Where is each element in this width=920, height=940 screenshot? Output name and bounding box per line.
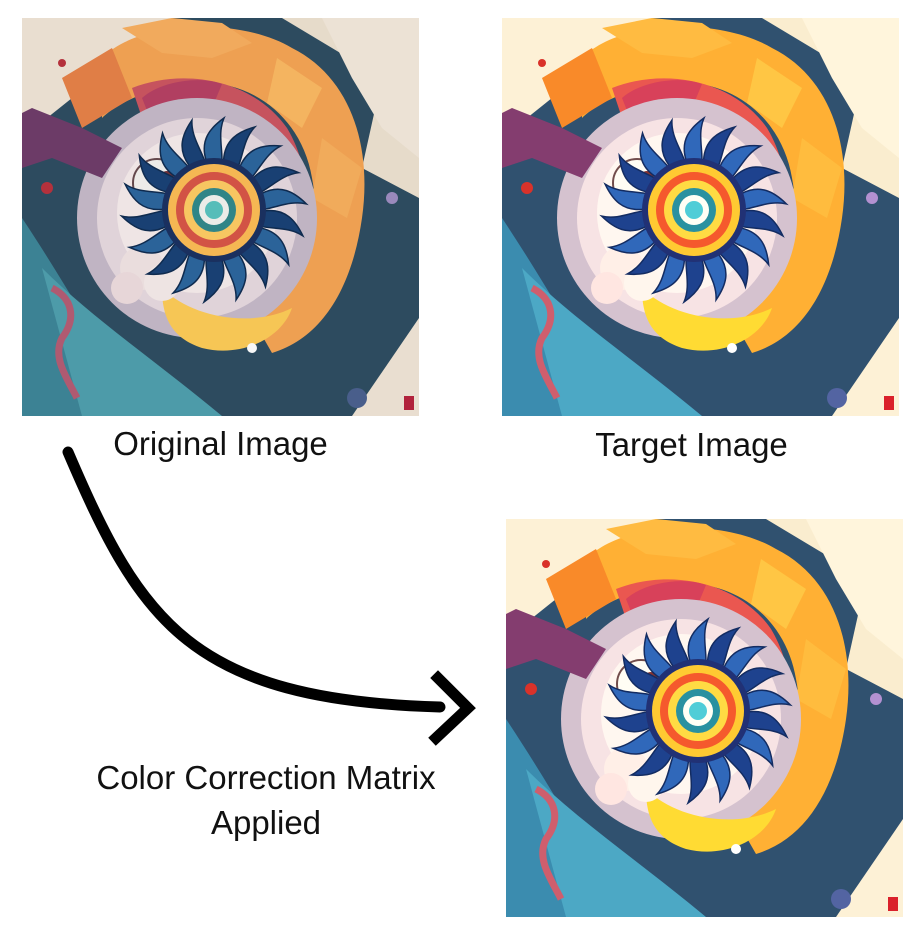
ccm-caption-line2: Applied bbox=[210, 804, 322, 841]
illustration-art bbox=[22, 18, 419, 416]
illustration-art bbox=[502, 18, 899, 416]
original-image-caption: Original Image bbox=[113, 425, 328, 462]
target-image bbox=[502, 18, 899, 416]
ccm-caption-line1: Color Correction Matrix bbox=[96, 759, 436, 796]
original-image bbox=[22, 18, 419, 416]
target-image-caption: Target Image bbox=[595, 426, 788, 463]
corrected-image bbox=[506, 519, 903, 917]
arrow-head bbox=[428, 670, 476, 746]
ccm-caption: Color Correction Matrix Applied bbox=[40, 755, 492, 845]
arrow-shaft bbox=[62, 446, 446, 713]
illustration-art bbox=[506, 519, 903, 917]
